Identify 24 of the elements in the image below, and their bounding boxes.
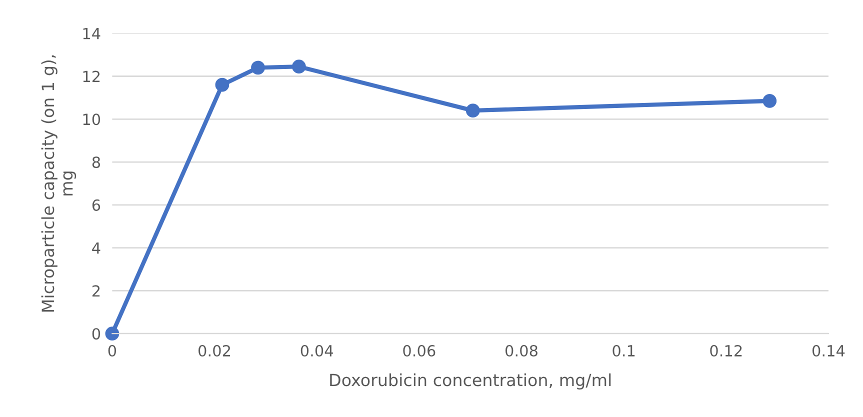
x-tick-label: 0 xyxy=(108,344,116,357)
x-tick-label: 0.04 xyxy=(300,344,333,357)
y-tick-label: 2 xyxy=(92,285,100,297)
y-axis-title: Microparticle capacity (on 1 g), mg xyxy=(41,55,76,312)
x-axis-title: Doxorubicin concentration, mg/ml xyxy=(330,373,611,390)
y-tick-label: 8 xyxy=(92,156,100,168)
y-tick-label: 0 xyxy=(92,328,100,340)
y-tick-label: 4 xyxy=(92,242,100,254)
y-tick-label: 14 xyxy=(83,28,100,40)
point xyxy=(762,94,777,108)
y-tick-label: 6 xyxy=(92,199,100,211)
x-tick-label: 0.14 xyxy=(812,344,845,357)
x-tick-label: 0.08 xyxy=(505,344,538,357)
y-tick-label: 12 xyxy=(83,70,100,82)
x-tick-label: 0.06 xyxy=(403,344,436,357)
point xyxy=(105,326,120,341)
x-tick-label: 0.1 xyxy=(612,344,635,357)
point xyxy=(215,78,230,92)
y-tick-label: 10 xyxy=(83,114,100,126)
x-tick-label: 0.12 xyxy=(710,344,742,357)
point xyxy=(292,60,306,74)
point xyxy=(251,60,265,75)
x-tick-label: 0.02 xyxy=(198,344,230,357)
point xyxy=(466,104,480,118)
